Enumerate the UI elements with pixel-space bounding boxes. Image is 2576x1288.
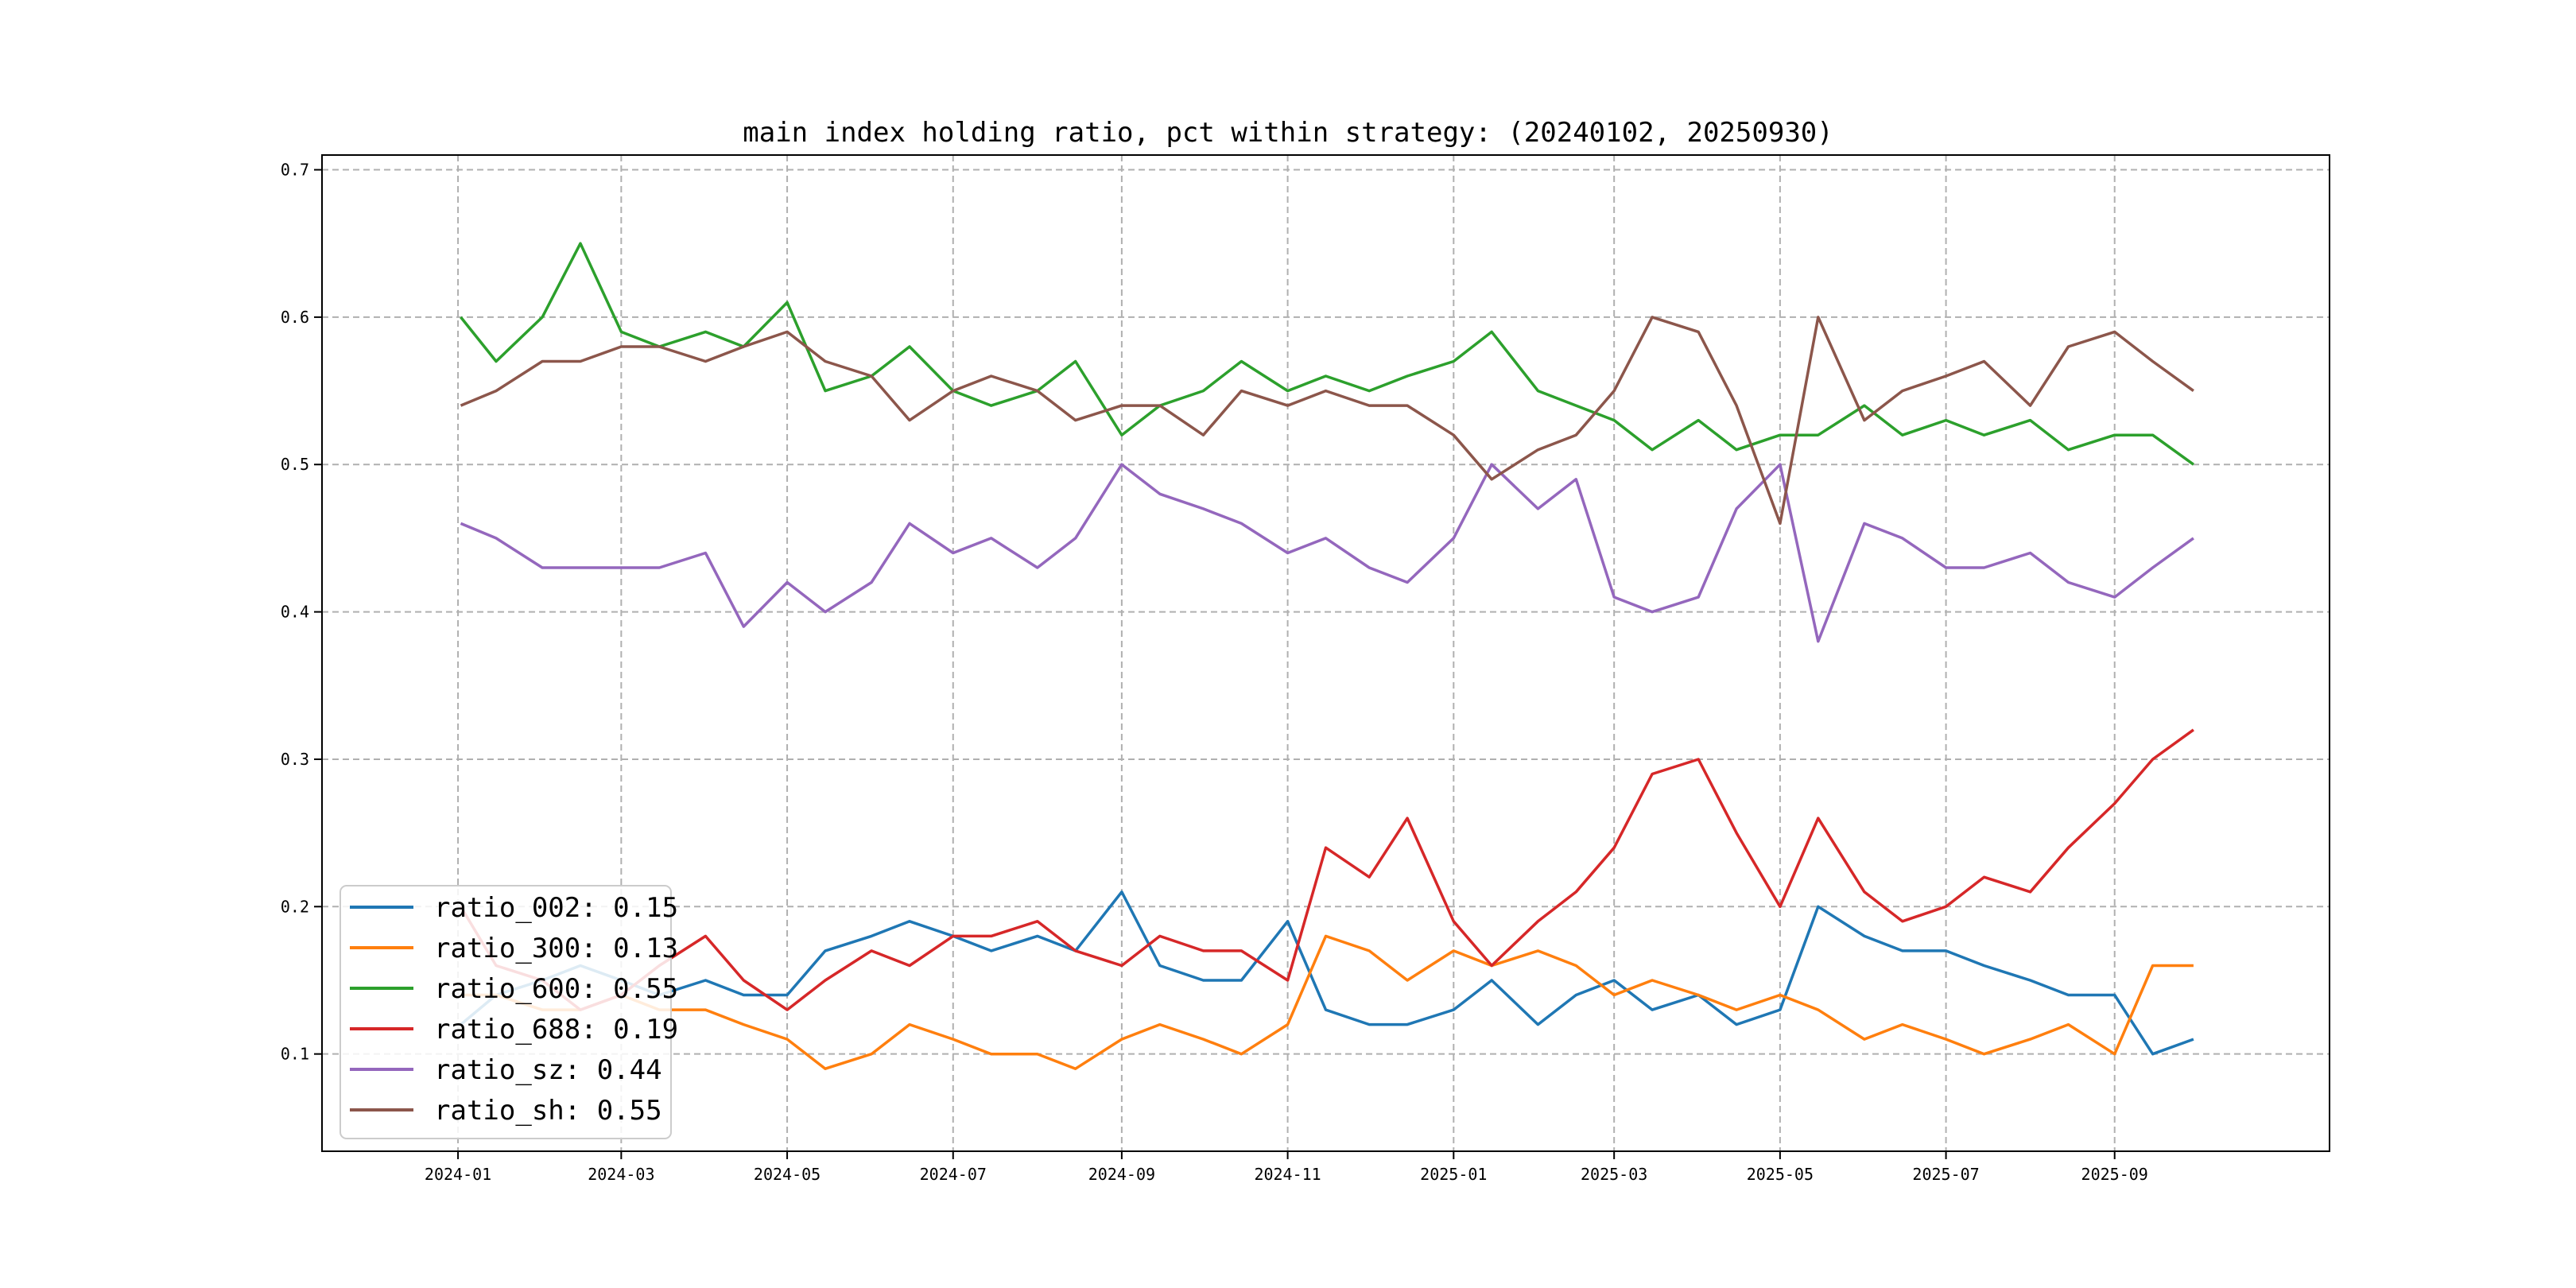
x-tick-label: 2025-07: [1912, 1165, 1979, 1184]
x-tick-label: 2025-03: [1581, 1165, 1647, 1184]
x-tick-label: 2025-05: [1747, 1165, 1814, 1184]
series-line-ratio-300: [460, 934, 2194, 1070]
series-line-ratio-sh: [460, 316, 2194, 526]
chart-title: main index holding ratio, pct within str…: [743, 117, 1833, 149]
y-tick-label: 0.6: [281, 308, 309, 327]
legend-entry: ratio_sz: 0.44: [434, 1054, 662, 1086]
x-tick-label: 2024-11: [1254, 1165, 1321, 1184]
y-tick-label: 0.7: [281, 161, 309, 180]
x-tick-label: 2025-09: [2081, 1165, 2148, 1184]
y-tick-label: 0.1: [281, 1045, 309, 1064]
x-tick-label: 2024-01: [425, 1165, 491, 1184]
axis-ticks: 2024-01 2024-03 2024-05 2024-07 2024-09 2024-…: [281, 161, 2148, 1184]
x-tick-label: 2024-07: [920, 1165, 987, 1184]
legend-entry: ratio_300: 0.13: [434, 933, 678, 964]
y-tick-label: 0.4: [281, 603, 309, 622]
y-tick-label: 0.2: [281, 897, 309, 916]
series-layer: [459, 242, 2194, 1070]
legend: ratio_002: 0.15 ratio_300: 0.13 ratio_600:…: [339, 885, 678, 1139]
grid: [322, 155, 2330, 1151]
x-tick-label: 2024-05: [754, 1165, 821, 1184]
series-line-ratio-688: [459, 728, 2194, 1011]
legend-entry: ratio_600: 0.55: [434, 973, 678, 1005]
legend-entry: ratio_sh: 0.55: [434, 1095, 662, 1127]
x-tick-label: 2025-01: [1420, 1165, 1487, 1184]
x-tick-label: 2024-03: [588, 1165, 654, 1184]
y-tick-label: 0.3: [281, 750, 309, 769]
series-line-ratio-sz: [460, 463, 2194, 643]
legend-box: [339, 885, 672, 1139]
legend-entry: ratio_688: 0.19: [434, 1014, 678, 1046]
plot-frame: [321, 154, 2330, 1152]
legend-entry: ratio_002: 0.15: [434, 892, 678, 924]
y-tick-label: 0.5: [281, 455, 309, 474]
series-line-ratio-002: [460, 890, 2194, 1056]
x-tick-label: 2024-09: [1088, 1165, 1155, 1184]
